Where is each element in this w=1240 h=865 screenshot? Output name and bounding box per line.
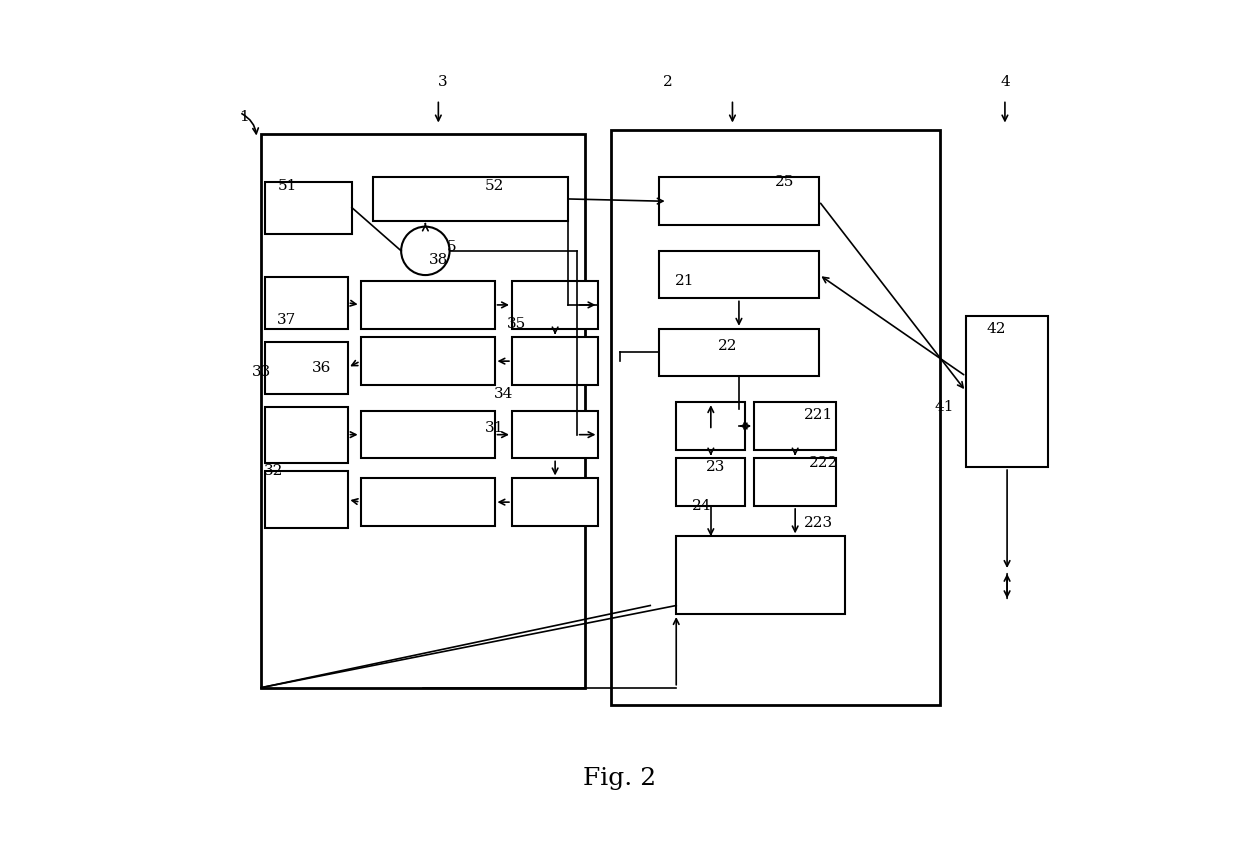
- Text: 51: 51: [278, 179, 296, 193]
- FancyBboxPatch shape: [265, 182, 352, 234]
- FancyBboxPatch shape: [361, 411, 495, 458]
- FancyBboxPatch shape: [512, 337, 599, 385]
- FancyBboxPatch shape: [676, 536, 844, 614]
- Text: 223: 223: [805, 516, 833, 530]
- FancyBboxPatch shape: [265, 471, 347, 528]
- FancyBboxPatch shape: [611, 130, 940, 705]
- Text: 31: 31: [485, 421, 505, 435]
- FancyBboxPatch shape: [658, 251, 818, 298]
- Text: 1: 1: [239, 110, 248, 124]
- Text: 32: 32: [264, 465, 284, 478]
- FancyBboxPatch shape: [754, 402, 836, 450]
- Text: 22: 22: [718, 339, 738, 353]
- FancyBboxPatch shape: [512, 411, 599, 458]
- FancyBboxPatch shape: [373, 177, 568, 221]
- Text: 222: 222: [808, 456, 838, 470]
- FancyBboxPatch shape: [265, 342, 347, 394]
- Text: 34: 34: [494, 387, 513, 400]
- FancyBboxPatch shape: [676, 402, 745, 450]
- FancyBboxPatch shape: [966, 316, 1048, 467]
- Text: 42: 42: [987, 322, 1006, 336]
- Text: 2: 2: [662, 75, 672, 89]
- Text: 5: 5: [446, 240, 456, 253]
- FancyBboxPatch shape: [754, 458, 836, 506]
- Text: 52: 52: [485, 179, 505, 193]
- FancyBboxPatch shape: [676, 458, 745, 506]
- Text: 35: 35: [507, 317, 526, 331]
- FancyBboxPatch shape: [658, 177, 818, 225]
- Text: 221: 221: [805, 408, 833, 422]
- Text: 41: 41: [935, 400, 954, 413]
- Text: 33: 33: [252, 365, 270, 379]
- FancyBboxPatch shape: [265, 277, 347, 329]
- FancyBboxPatch shape: [265, 407, 347, 463]
- FancyBboxPatch shape: [361, 281, 495, 329]
- Text: 24: 24: [692, 499, 712, 513]
- Text: 36: 36: [312, 361, 331, 375]
- FancyBboxPatch shape: [512, 281, 599, 329]
- FancyBboxPatch shape: [262, 134, 585, 688]
- Text: 21: 21: [675, 274, 694, 288]
- Text: Fig. 2: Fig. 2: [584, 767, 656, 790]
- FancyBboxPatch shape: [658, 329, 818, 376]
- FancyBboxPatch shape: [361, 337, 495, 385]
- Text: 3: 3: [438, 75, 448, 89]
- Text: 25: 25: [775, 175, 794, 189]
- FancyBboxPatch shape: [361, 478, 495, 526]
- Text: 23: 23: [706, 460, 725, 474]
- FancyBboxPatch shape: [512, 478, 599, 526]
- Text: 37: 37: [278, 313, 296, 327]
- Text: 4: 4: [999, 75, 1009, 89]
- Text: 38: 38: [429, 253, 448, 266]
